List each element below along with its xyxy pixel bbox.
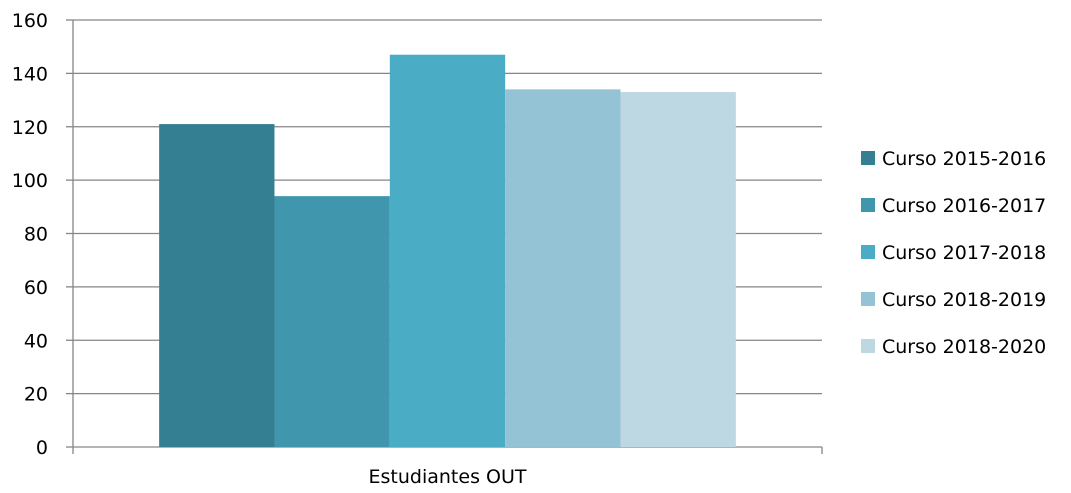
legend-label-2: Curso 2016-2017 <box>882 195 1046 217</box>
y-tick-label: 60 <box>24 277 48 299</box>
y-tick-label: 80 <box>24 224 48 246</box>
y-axis-ticks: 0 20 40 60 80 100 120 140 160 <box>12 10 73 459</box>
y-tick-label: 160 <box>12 10 48 32</box>
y-tick-label: 120 <box>12 117 48 139</box>
legend-label-1: Curso 2015-2016 <box>882 148 1046 170</box>
legend-swatch-1 <box>861 151 875 165</box>
x-axis-categories: Estudiantes OUT <box>369 466 527 488</box>
legend-swatch-5 <box>861 339 875 353</box>
y-tick-label: 40 <box>24 330 48 352</box>
y-tick-label: 100 <box>12 170 48 192</box>
legend-swatch-3 <box>861 245 875 259</box>
bar-3 <box>389 54 506 447</box>
legend-label-3: Curso 2017-2018 <box>882 242 1046 264</box>
legend-swatch-4 <box>861 292 875 306</box>
legend: Curso 2015-2016 Curso 2016-2017 Curso 2017… <box>861 148 1046 358</box>
y-tick-label: 140 <box>12 63 48 85</box>
legend-label-4: Curso 2018-2019 <box>882 289 1046 311</box>
bar-2 <box>274 196 390 447</box>
y-tick-label: 20 <box>24 384 48 406</box>
y-tick-label: 0 <box>36 437 48 459</box>
legend-swatch-2 <box>861 198 875 212</box>
legend-label-5: Curso 2018-2020 <box>882 336 1046 358</box>
bar-5 <box>620 92 736 448</box>
bars <box>159 54 736 448</box>
bar-1 <box>159 124 275 448</box>
x-category-label: Estudiantes OUT <box>369 466 527 488</box>
bar-4 <box>505 89 621 447</box>
